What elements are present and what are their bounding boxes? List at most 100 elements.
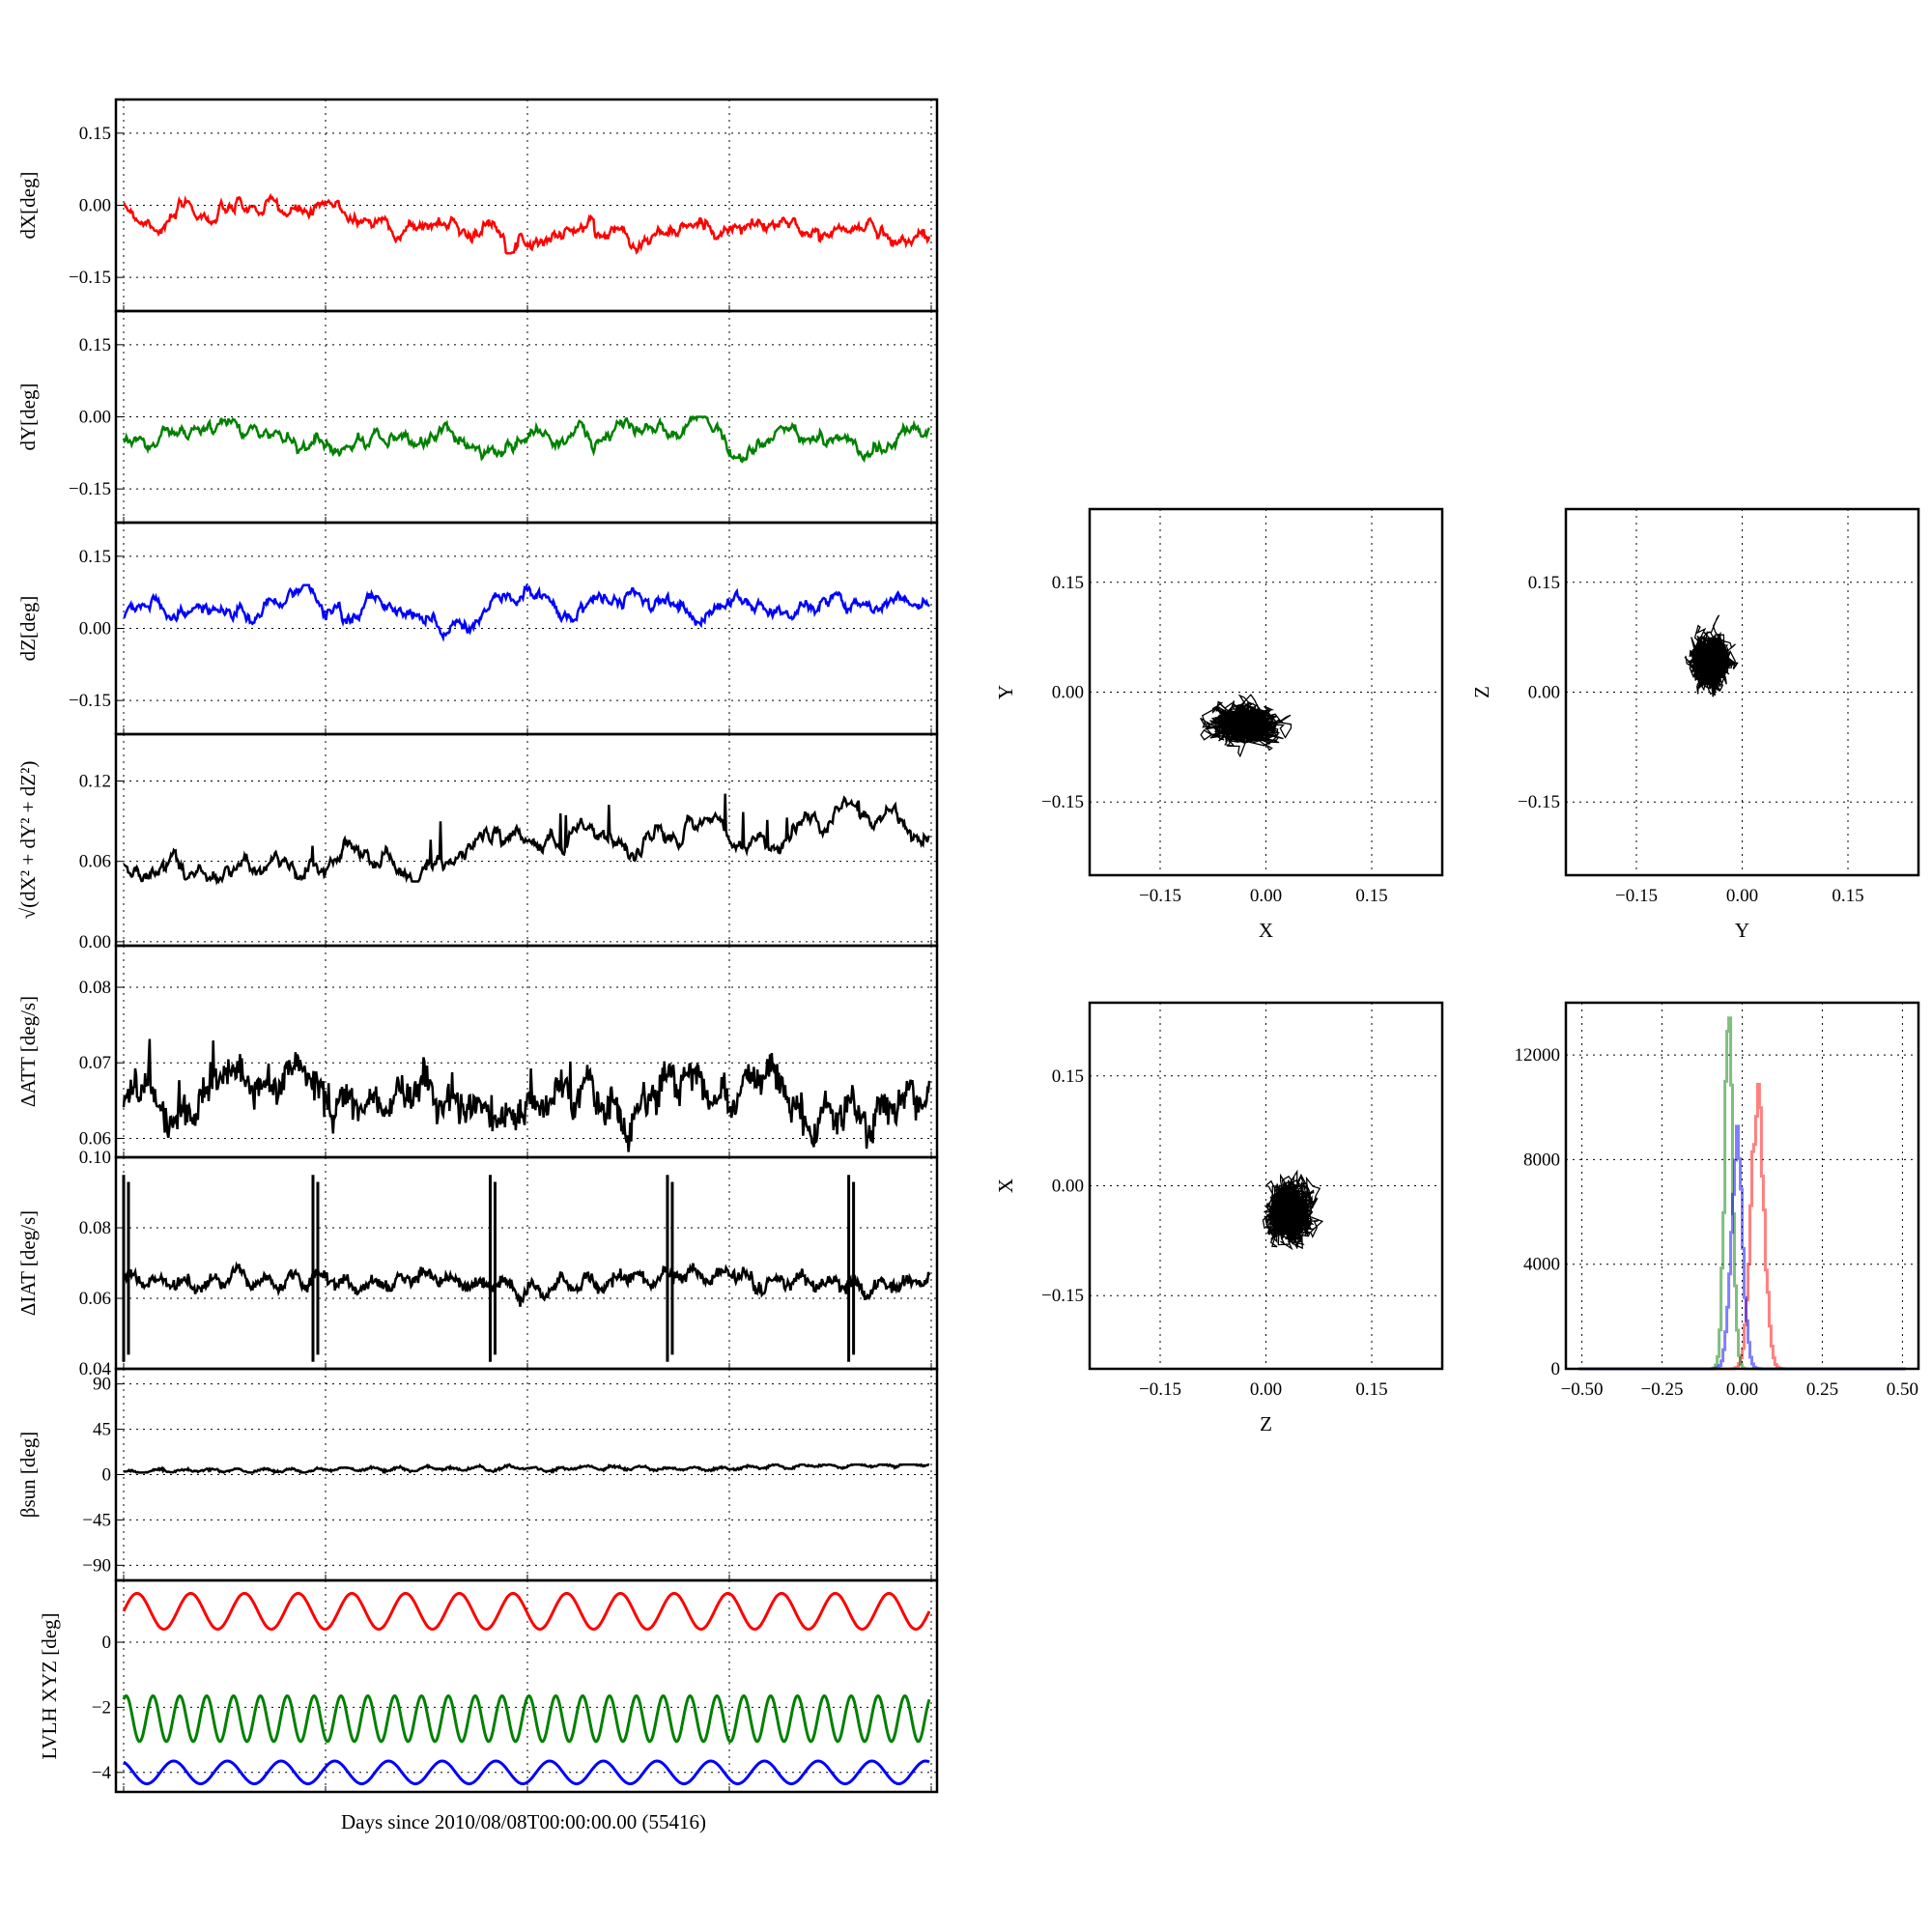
y-tick-label: 0.00 xyxy=(79,196,111,216)
y-tick-label: 4000 xyxy=(1523,1255,1560,1275)
y-tick-label: 0.00 xyxy=(1052,683,1084,703)
y-tick-label: 0.08 xyxy=(79,1218,111,1238)
y-axis-label: ΔATT [deg/s] xyxy=(16,996,40,1107)
y-tick-label: −0.15 xyxy=(1041,792,1084,812)
y-tick-label: −0.15 xyxy=(1518,792,1560,812)
y-tick-label: 0.06 xyxy=(79,1128,111,1149)
y-tick-label: −90 xyxy=(82,1555,111,1576)
y-axis-label: √(dX² + dY² + dZ²) xyxy=(16,761,40,920)
panel-frame xyxy=(1564,507,1920,877)
x-axis-label: X xyxy=(1259,919,1273,942)
x-tick-label: 0.50 xyxy=(1887,1379,1918,1400)
y-tick-label: 0.00 xyxy=(79,932,111,952)
x-tick-label: −0.15 xyxy=(1139,1379,1181,1400)
y-tick-label: 0.06 xyxy=(79,1289,111,1309)
panel-diat: 0.04 0.06 0.08 0.10 ΔIAT [deg/s] xyxy=(16,1148,939,1379)
y-tick-label: −0.15 xyxy=(69,268,111,288)
y-axis-label: dY[deg] xyxy=(16,384,40,451)
y-tick-label: 0.00 xyxy=(79,619,111,639)
series-line-diat xyxy=(123,1261,931,1307)
x-tick-label: 0.00 xyxy=(1250,886,1282,906)
burst-mark xyxy=(311,1175,320,1362)
y-tick-label: 0.10 xyxy=(79,1148,111,1168)
figure-xlabel: Days since 2010/08/08T00:00:00.00 (55416… xyxy=(341,1810,706,1833)
series-line-dz xyxy=(123,582,931,642)
panel-frame xyxy=(1564,1001,1920,1371)
series-line-dy xyxy=(122,414,930,464)
y-tick-label: −0.15 xyxy=(69,691,111,711)
y-tick-label: 0.12 xyxy=(79,772,111,792)
panel-datt: 0.06 0.07 0.08 ΔATT [deg/s] xyxy=(16,944,939,1159)
y-tick-label: 0.06 xyxy=(79,852,111,872)
y-axis-label: βsun [deg] xyxy=(16,1432,40,1518)
y-tick-label: 0.00 xyxy=(79,408,111,428)
lvlh-series-line xyxy=(123,1759,930,1786)
y-axis-label: dX[deg] xyxy=(16,172,40,240)
y-tick-label: 0.15 xyxy=(79,335,111,355)
y-tick-label: 0.08 xyxy=(79,978,111,998)
panel-frame xyxy=(1088,1001,1444,1371)
lvlh-series-line xyxy=(122,1694,931,1744)
burst-mark xyxy=(488,1175,497,1362)
y-tick-label: 0 xyxy=(102,1465,112,1486)
y-axis-label: Z xyxy=(1470,686,1493,698)
panel-frame xyxy=(114,1155,939,1371)
y-tick-label: 0.15 xyxy=(1052,573,1084,593)
panel-hist: −0.50 −0.25 0.00 0.25 0.50 0 4000 8000 12000 xyxy=(1515,1001,1920,1400)
panel-zx: −0.15 −0.15 0.00 0.00 0.15 0.15 Z X xyxy=(994,1001,1444,1435)
lvlh-series-line xyxy=(122,1592,931,1631)
panel-xy: −0.15 −0.15 0.00 0.00 0.15 0.15 X Y xyxy=(994,507,1444,942)
y-axis-label: X xyxy=(994,1179,1017,1193)
y-tick-label: 45 xyxy=(93,1420,111,1440)
x-tick-label: −0.15 xyxy=(1615,886,1658,906)
x-tick-label: 0.15 xyxy=(1832,886,1863,906)
panel-dx: −0.15 0.00 0.15 dX[deg] xyxy=(16,98,939,313)
y-axis-label: Y xyxy=(994,685,1017,699)
x-tick-label: 0.25 xyxy=(1806,1379,1838,1400)
panel-frame xyxy=(114,1578,939,1794)
x-tick-label: −0.15 xyxy=(1139,886,1181,906)
series-line-total xyxy=(123,793,931,886)
y-tick-label: 8000 xyxy=(1523,1150,1560,1170)
plots-layer: −0.15 0.00 0.15 dX[deg] −0.15 0.00 0.15 dY[deg]… xyxy=(16,98,1920,1794)
x-axis-label: Y xyxy=(1735,919,1749,942)
y-axis-label: LVLH XYZ [deg] xyxy=(38,1612,61,1759)
series-line-dx xyxy=(123,192,931,255)
y-axis-label: dZ[deg] xyxy=(16,596,40,662)
x-tick-label: 0.00 xyxy=(1726,1379,1758,1400)
panel-dz: −0.15 0.00 0.15 dZ[deg] xyxy=(16,521,939,736)
x-tick-label: 0.00 xyxy=(1726,886,1758,906)
histogram-series xyxy=(1578,1124,1906,1371)
y-tick-label: 0 xyxy=(102,1633,112,1653)
x-tick-label: 0.15 xyxy=(1355,1379,1387,1400)
y-tick-label: 12000 xyxy=(1515,1045,1561,1065)
scatter-cloud-zx xyxy=(1262,1169,1324,1251)
scatter-cloud-yz xyxy=(1684,614,1739,697)
y-axis-label: ΔIAT [deg/s] xyxy=(16,1210,40,1316)
y-tick-label: 0.15 xyxy=(1052,1066,1084,1087)
y-tick-label: 0.04 xyxy=(79,1359,112,1379)
x-tick-label: −0.50 xyxy=(1561,1379,1604,1400)
x-tick-label: 0.00 xyxy=(1250,1379,1282,1400)
y-tick-label: −2 xyxy=(92,1697,111,1718)
y-tick-label: 0 xyxy=(1551,1359,1561,1379)
y-tick-label: −45 xyxy=(82,1510,111,1530)
burst-mark xyxy=(847,1175,856,1362)
panel-lvlh: −4 −2 0 LVLH XYZ [deg] xyxy=(38,1578,939,1794)
y-tick-label: 0.15 xyxy=(79,124,111,144)
y-tick-label: 0.00 xyxy=(1528,683,1560,703)
y-tick-label: 0.15 xyxy=(79,547,111,567)
panel-beta: −90 −45 0 45 90 βsun [deg] xyxy=(16,1367,939,1582)
panel-dy: −0.15 0.00 0.15 dY[deg] xyxy=(16,309,939,525)
x-tick-label: 0.15 xyxy=(1355,886,1387,906)
y-tick-label: 90 xyxy=(93,1375,111,1395)
scatter-cloud-xy xyxy=(1200,694,1293,758)
burst-mark xyxy=(122,1175,130,1362)
y-tick-label: −0.15 xyxy=(69,479,111,499)
panel-total: 0.00 0.06 0.12 √(dX² + dY² + dZ²) xyxy=(16,732,939,952)
series-line-datt xyxy=(122,1038,931,1152)
y-tick-label: 0.15 xyxy=(1528,573,1560,593)
panel-yz: −0.15 −0.15 0.00 0.00 0.15 0.15 Y Z xyxy=(1470,507,1920,942)
series-line-beta xyxy=(123,1463,929,1476)
